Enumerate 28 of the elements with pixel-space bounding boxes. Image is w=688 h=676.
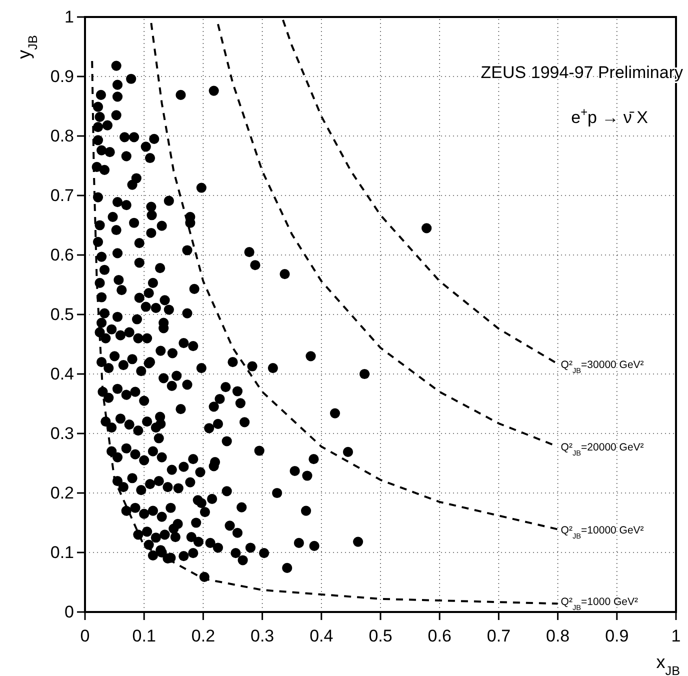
y-tick-label: 0: [64, 602, 74, 622]
x-tick-label: 0.2: [191, 626, 216, 646]
series-label: Q²$_{JB}$=1000 GeV²: [560, 596, 638, 612]
x-tick-label: 0.9: [605, 626, 629, 646]
y-tick-label: 0.5: [50, 304, 74, 324]
series-label: Q²$_{JB}$=10000 GeV²: [560, 524, 644, 540]
series-label: Q²$_{JB}$=20000 GeV²: [560, 442, 644, 458]
x-tick-label: 0.1: [132, 626, 156, 646]
y-tick-label: 0.9: [50, 66, 74, 86]
y-tick-label: 0.6: [50, 245, 74, 264]
x-tick-label: 0.5: [368, 626, 392, 646]
y-tick-label: 0.3: [50, 424, 74, 443]
y-tick-label: 0.4: [50, 364, 74, 384]
y-tick-label: 0.7: [50, 186, 74, 205]
series-label: Q²$_{JB}$=30000 GeV²: [560, 358, 644, 374]
x-axis-title: x$_{JB}$: [656, 652, 680, 676]
x-tick-label: 1: [671, 626, 681, 646]
y-tick-label: 0.1: [50, 542, 74, 562]
y-tick-label: 1: [64, 7, 74, 26]
x-tick-label: 0: [80, 626, 90, 646]
x-tick-label: 0.4: [310, 626, 334, 646]
x-tick-label: 0.7: [486, 626, 511, 646]
x-tick-label: 0.8: [546, 626, 570, 646]
annotation: e$^{+}$p → ν̄ X: [571, 105, 648, 127]
y-tick-label: 0.2: [50, 483, 74, 502]
y-tick-label: 0.8: [50, 126, 74, 146]
x-tick-label: 0.3: [250, 626, 274, 646]
x-tick-label: 0.6: [428, 626, 452, 646]
